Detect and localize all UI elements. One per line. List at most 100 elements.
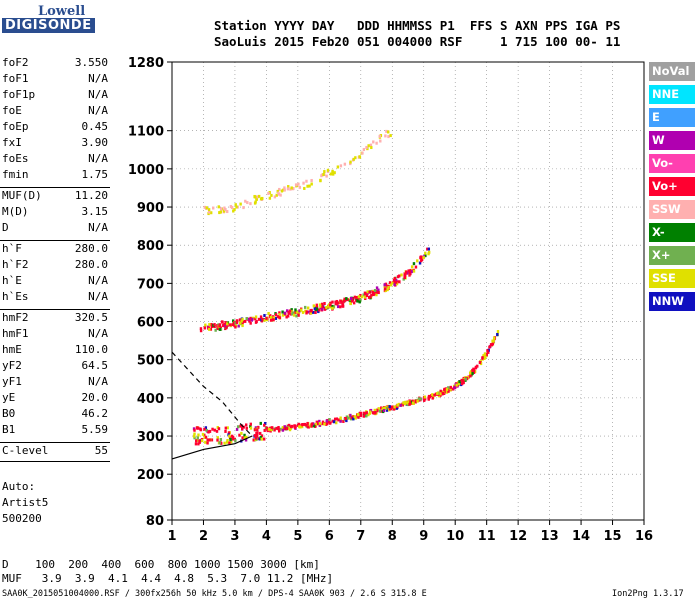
echo-point [294, 308, 297, 312]
x-tick-label: 16 [635, 529, 653, 544]
echo-point [338, 418, 342, 422]
y-tick-label: 1100 [128, 125, 164, 140]
x-tick-label: 2 [199, 529, 208, 544]
param-value: 3.15 [81, 205, 109, 218]
echo-point [323, 302, 326, 306]
echo-point [371, 290, 375, 294]
echo-point [231, 323, 234, 327]
echo-point [305, 310, 308, 314]
echo-point [478, 361, 482, 365]
echo-point [460, 382, 464, 386]
x-tick-label: 10 [446, 529, 464, 544]
echo-point [491, 339, 494, 343]
echo-point [331, 306, 334, 310]
echo-point [212, 206, 215, 210]
echo-point [419, 255, 423, 259]
echo-point [222, 324, 225, 328]
echo-point [462, 381, 465, 385]
echo-point [491, 342, 495, 346]
echo-point [310, 308, 313, 312]
echo-point [367, 413, 370, 417]
echo-point [424, 251, 427, 255]
echo-point [256, 428, 259, 432]
echo-point [192, 434, 196, 438]
echo-point [323, 307, 327, 311]
echo-point [259, 421, 262, 425]
echo-point [304, 305, 307, 309]
echo-point [389, 407, 393, 411]
y-tick-label: 400 [137, 392, 164, 407]
legend-nne: NNE [649, 85, 695, 104]
param-b1: B1 5.59 [2, 423, 108, 439]
echo-point [289, 187, 292, 191]
legend-vo: Vo- [649, 154, 695, 173]
echo-point [374, 409, 377, 413]
echo-point [229, 323, 232, 327]
echo-point [331, 172, 335, 176]
echo-point [315, 303, 318, 307]
echo-point [408, 400, 412, 404]
param-key: MUF(D) [2, 189, 42, 202]
echo-point [304, 309, 307, 313]
echo-point [339, 299, 343, 303]
echo-point [246, 201, 249, 205]
param-key: yF1 [2, 375, 22, 388]
echo-point [369, 295, 372, 299]
echo-point [259, 431, 262, 435]
echo-point [235, 427, 239, 431]
echo-point [378, 409, 382, 413]
echo-point [239, 424, 242, 428]
param-value: 20.0 [81, 391, 109, 404]
distance-row: D 100 200 400 600 800 1000 1500 3000 [km… [2, 558, 320, 571]
echo-point [194, 442, 198, 446]
param-value: 11.20 [74, 189, 108, 202]
param-value: N/A [88, 221, 108, 234]
echo-point [241, 436, 244, 440]
echo-point [447, 389, 450, 393]
auto-program: Artist5 [2, 496, 49, 509]
echo-point [414, 265, 418, 269]
echo-point [253, 428, 257, 432]
echo-point [306, 306, 310, 310]
echo-point [257, 194, 261, 198]
echo-point [391, 281, 394, 285]
echo-point [218, 441, 221, 445]
echo-point [365, 145, 368, 149]
param-m-d-: M(D) 3.15 [2, 205, 108, 221]
echo-point [312, 304, 316, 308]
echo-point [219, 210, 223, 214]
echo-point [315, 307, 319, 311]
echo-point [243, 319, 247, 323]
echo-point [393, 280, 396, 284]
param-value: 280.0 [74, 258, 108, 271]
param-hmf1: hmF1 N/A [2, 327, 108, 343]
echo-point [268, 191, 271, 195]
echo-point [427, 252, 430, 256]
param-value: N/A [88, 290, 108, 303]
echo-point [329, 303, 332, 307]
echo-point [204, 435, 208, 439]
echo-point [294, 311, 297, 315]
echo-point [206, 438, 209, 442]
echo-point [287, 310, 290, 314]
echo-point [244, 199, 247, 203]
echo-point [209, 327, 213, 331]
echo-point [281, 310, 284, 314]
echo-point [301, 310, 305, 314]
echo-point [228, 434, 231, 438]
echo-point [323, 170, 326, 174]
echo-point [447, 388, 450, 392]
param-foe: foE N/A [2, 104, 108, 120]
echo-point [389, 134, 392, 138]
echo-point [406, 403, 410, 407]
echo-point [482, 354, 485, 358]
param-key: hmE [2, 343, 22, 356]
echo-point [485, 352, 488, 356]
echo-point [258, 437, 262, 441]
echo-point [210, 322, 213, 326]
echo-point [320, 302, 324, 306]
echo-point [257, 317, 261, 321]
echo-point [420, 259, 423, 263]
echo-point [330, 304, 334, 308]
echo-point [259, 315, 263, 319]
